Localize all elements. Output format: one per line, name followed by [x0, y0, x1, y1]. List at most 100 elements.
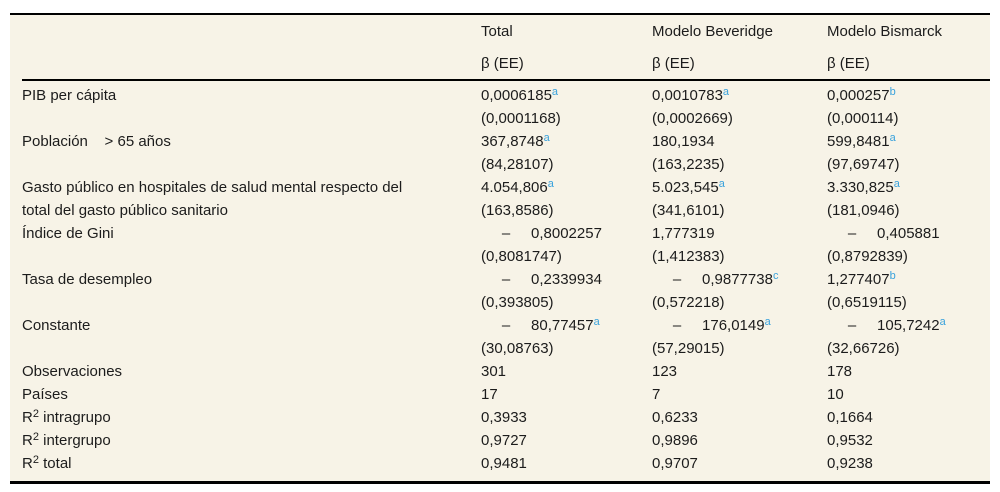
statistic-value: 0,9532 — [827, 432, 873, 449]
coefficient-cell: 0,0010783a (0,0002669) — [652, 80, 827, 130]
standard-error-value: (0,572218) — [652, 294, 725, 311]
coefficient-cell: 5.023,545a (341,6101) — [652, 176, 827, 222]
statistic-value: 0,9481 — [481, 455, 527, 472]
standard-error-value: (84,28107) — [481, 156, 554, 173]
significance-note-superscript: b — [889, 270, 896, 282]
statistic-cell: 0,9481 — [481, 452, 652, 481]
coefficient-value: – 0,8002257 — [481, 225, 602, 242]
row-label: Población > 65 años — [22, 130, 481, 176]
row-label-line: Tasa de desempleo — [22, 271, 153, 288]
statistic-cell: 123 — [652, 360, 827, 383]
significance-note-superscript: a — [722, 86, 730, 98]
statistic-cell: 10 — [827, 383, 990, 406]
significance-note-superscript: a — [893, 178, 900, 190]
row-label-line: Observaciones — [22, 363, 123, 380]
row-label: R2 intragrupo — [22, 406, 481, 429]
standard-error-value: (30,08763) — [481, 340, 554, 357]
statistic-cell: 0,3933 — [481, 406, 652, 429]
coefficient-cell: 599,8481a (97,69747) — [827, 130, 990, 176]
coefficient-cell: – 0,9877738c (0,572218) — [652, 268, 827, 314]
standard-error-value: (97,69747) — [827, 156, 900, 173]
standard-error-value: (0,6519115) — [827, 294, 907, 311]
statistic-value: 0,3933 — [481, 409, 527, 426]
statistic-value: 0,9896 — [652, 432, 698, 449]
coefficient-value: 180,1934 — [652, 133, 715, 150]
coefficient-cell: 180,1934 (163,2235) — [652, 130, 827, 176]
significance-note-superscript: a — [889, 132, 896, 144]
coefficient-cell: – 0,8002257 (0,8081747) — [481, 222, 652, 268]
variable-row: Constante – 80,77457a (30,08763) – 176,01… — [22, 314, 990, 360]
row-label-line: Países — [22, 386, 68, 403]
statistic-cell: 301 — [481, 360, 652, 383]
statistic-cell: 17 — [481, 383, 652, 406]
label-superscript: 2 — [32, 431, 39, 443]
header-cell-modelo-beveridge: Modelo Beveridge β (EE) — [652, 15, 827, 80]
coefficient-cell: 4.054,806a (163,8586) — [481, 176, 652, 222]
variable-row: Gasto público en hospitales de salud men… — [22, 176, 990, 222]
significance-note-superscript: a — [551, 86, 559, 98]
coefficient-value: 0,0006185a — [481, 86, 559, 105]
coefficient-value: – 176,0149a — [652, 316, 771, 335]
statistic-cell: 0,9727 — [481, 429, 652, 452]
column-subtitle: β (EE) — [481, 55, 524, 72]
row-label-line: Población > 65 años — [22, 133, 171, 150]
standard-error-value: (163,2235) — [652, 156, 725, 173]
standard-error-value: (341,6101) — [652, 202, 725, 219]
statistic-value: 10 — [827, 386, 844, 403]
statistic-cell: 7 — [652, 383, 827, 406]
statistic-cell: 0,9896 — [652, 429, 827, 452]
significance-note-superscript: a — [764, 316, 771, 328]
statistic-cell: 0,9707 — [652, 452, 827, 481]
coefficient-value: 0,0010783a — [652, 86, 730, 105]
coefficient-value: – 0,405881 — [827, 225, 940, 242]
row-label: Constante — [22, 314, 481, 360]
significance-note-superscript: a — [593, 316, 600, 328]
column-title: Modelo Bismarck — [827, 23, 943, 40]
coefficient-value: – 105,7242a — [827, 316, 946, 335]
coefficient-cell: 0,000257b (0,000114) — [827, 80, 990, 130]
coefficient-value: 1,277407b — [827, 270, 896, 289]
row-label-line: Índice de Gini — [22, 225, 114, 242]
header-cell-variables — [22, 15, 481, 80]
significance-note-superscript: a — [543, 132, 550, 144]
statistic-cell: 178 — [827, 360, 990, 383]
coefficient-value: 4.054,806a — [481, 178, 554, 197]
row-label: Gasto público en hospitales de salud men… — [22, 176, 481, 222]
coefficient-value: 367,8748a — [481, 132, 550, 151]
row-label-line: PIB per cápita — [22, 87, 117, 104]
coefficient-cell: 367,8748a (84,28107) — [481, 130, 652, 176]
standard-error-value: (32,66726) — [827, 340, 900, 357]
standard-error-value: (181,0946) — [827, 202, 900, 219]
coefficient-value: – 0,9877738c — [652, 270, 779, 289]
row-label: PIB per cápita — [22, 80, 481, 130]
column-title: Total — [481, 23, 513, 40]
statistic-value: 123 — [652, 363, 678, 380]
header-row: Total β (EE) Modelo Beveridge β (EE) Modelo … — [22, 15, 990, 80]
coefficient-cell: – 176,0149a (57,29015) — [652, 314, 827, 360]
column-title: Modelo Beveridge — [652, 23, 773, 40]
row-label: R2 total — [22, 452, 481, 481]
statistic-row: Países 17 7 10 — [22, 383, 990, 406]
statistic-value: 0,1664 — [827, 409, 873, 426]
standard-error-value: (0,393805) — [481, 294, 554, 311]
coefficient-value: – 0,2339934 — [481, 271, 602, 288]
regression-results-table: Total β (EE) Modelo Beveridge β (EE) Modelo … — [22, 15, 990, 481]
statistic-value: 0,6233 — [652, 409, 698, 426]
statistic-value: 0,9727 — [481, 432, 527, 449]
significance-note-superscript: a — [718, 178, 725, 190]
row-label: Países — [22, 383, 481, 406]
variable-row: Índice de Gini – 0,8002257 (0,8081747) 1,7… — [22, 222, 990, 268]
statistic-value: 301 — [481, 363, 507, 380]
significance-note-superscript: b — [889, 86, 896, 98]
statistic-row: Observaciones 301 123 178 — [22, 360, 990, 383]
coefficient-cell: 1,777319 (1,412383) — [652, 222, 827, 268]
row-label: R2 intergrupo — [22, 429, 481, 452]
significance-note-superscript: a — [939, 316, 946, 328]
label-superscript: 2 — [32, 454, 39, 466]
row-label: Índice de Gini — [22, 222, 481, 268]
row-label-line: R2 total — [22, 454, 72, 473]
coefficient-cell: – 0,2339934 (0,393805) — [481, 268, 652, 314]
statistic-value: 0,9238 — [827, 455, 873, 472]
variable-row: Población > 65 años 367,8748a (84,28107) 18… — [22, 130, 990, 176]
row-label: Tasa de desempleo — [22, 268, 481, 314]
